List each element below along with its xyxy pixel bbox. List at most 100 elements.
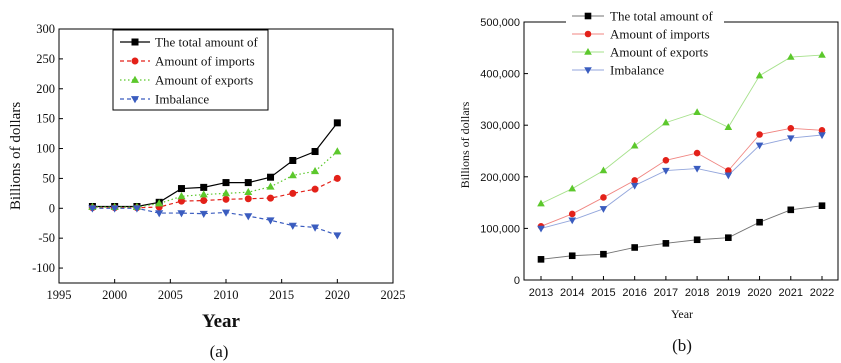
chart-a-y-tick-label: -50 [38,231,55,245]
chart-b-y-tick-label: 200,000 [480,172,520,184]
chart-b-x-tick-label: 2015 [591,287,615,299]
chart-b-point-imbalance [537,225,545,233]
chart-b-x-tick-label: 2014 [560,287,584,299]
chart-a-point-amount-of-imports [200,197,208,205]
chart-b-point-the-total-amount-of [631,244,638,251]
chart-a-point-amount-of-imports [289,189,297,197]
chart-a-point-imbalance [177,210,186,218]
chart-b-line-amount-of-exports [540,54,823,205]
chart-a-legend-marker-imbalance [130,96,140,104]
chart-b-x-tick-label: 2021 [779,287,803,299]
chart-a-point-amount-of-exports [333,147,342,155]
chart-b-point-amount-of-exports [630,141,639,149]
chart-b-legend-label: Amount of exports [610,45,708,60]
chart-a-legend-marker-the-total-amount-of [131,38,139,46]
chart-a-point-amount-of-exports [311,166,320,175]
chart-a-legend-box [112,29,269,111]
chart-a-point-amount-of-imports [333,174,341,182]
chart-b-point-imbalance [662,167,670,175]
chart-b-point-the-total-amount-of [725,234,732,241]
chart-a-point-amount-of-exports [266,182,275,190]
chart-b-point-the-total-amount-of [693,236,701,244]
chart-b-point-the-total-amount-of [756,218,763,226]
chart-a-point-imbalance [221,209,231,217]
chart-a-line-amount-of-exports [92,151,338,208]
chart-a-x-tick-label: 1995 [47,288,72,302]
chart-b-point-amount-of-exports [755,71,764,79]
chart-a-line-the-total-amount-of [92,122,338,208]
chart-a-y-tick-label: 200 [36,82,55,96]
chart-a-x-tick-label: 2020 [325,288,350,302]
chart-b-x-tick-label: 2022 [810,287,834,299]
chart-b-point-amount-of-imports [787,124,795,132]
chart-b-point-the-total-amount-of [787,206,795,214]
chart-b-point-the-total-amount-of [600,250,607,258]
chart-a-point-amount-of-imports [267,194,275,202]
chart-b-point-the-total-amount-of [537,256,545,263]
chart-a-point-amount-of-exports [288,171,297,179]
chart-b-point-imbalance [818,132,826,140]
chart-a-point-imbalance [266,217,275,225]
chart-b-legend-marker-imbalance [584,67,592,75]
chart-b-y-axis: 0 100,000 200,000 300,000 400,000 500,000 [480,17,528,287]
chart-a-point-the-total-amount-of [177,185,185,193]
chart-a: -100 -50 0 50 100 150 200 250 300 1995 2000 2005 20… [8,22,406,361]
chart-a-x-tick-label: 2000 [102,288,127,302]
chart-a-legend-label: Amount of imports [155,54,255,69]
chart-b-point-imbalance [724,172,733,180]
chart-a-point-the-total-amount-of [200,183,208,191]
chart-a-point-imbalance [110,205,119,213]
chart-b-point-imbalance [599,206,608,213]
chart-a-point-amount-of-exports [221,189,231,197]
chart-b-point-imbalance [786,135,795,143]
chart-a-legend-marker-amount-of-exports [130,75,140,83]
chart-a-x-axis: 1995 2000 2005 2010 2015 2020 2025 [47,279,406,302]
chart-b-series-group [537,50,826,263]
chart-a-legend-marker-amount-of-imports [131,57,139,65]
chart-a-legend-label: The total amount of [155,35,259,50]
chart-b-point-amount-of-exports [724,123,733,130]
chart-b-legend: The total amount of Amount of imports Amou… [566,8,724,80]
chart-a-y-tick-label: 250 [36,52,55,66]
chart-b-point-amount-of-exports [568,184,577,192]
chart-a-point-imbalance [132,205,141,213]
chart-a-ylabel: Billions of dollars [8,102,24,210]
chart-b-point-amount-of-exports [537,199,545,207]
chart-a-point-amount-of-exports [244,187,253,196]
chart-a-point-the-total-amount-of [222,179,230,187]
chart-b-point-the-total-amount-of [818,202,826,209]
chart-b-x-tick-label: 2018 [685,287,709,299]
chart-b-x-tick-label: 2020 [747,287,771,299]
chart-a-y-tick-label: 50 [43,171,56,185]
chart-a-point-amount-of-imports [311,185,319,193]
chart-a-point-imbalance [288,222,297,230]
chart-b-point-amount-of-imports [756,131,763,138]
chart-a-x-tick-label: 2005 [158,288,183,302]
chart-a-x-tick-label: 2015 [269,288,294,302]
chart-b-y-tick-label: 0 [514,275,520,287]
chart-b-point-amount-of-exports [693,108,701,115]
chart-b-legend-marker-amount-of-imports [584,30,592,38]
chart-b-line-the-total-amount-of [540,205,823,260]
chart-a-y-tick-label: 300 [36,22,55,36]
chart-b-point-amount-of-exports [599,166,608,174]
chart-b-y-tick-label: 100,000 [480,223,520,235]
chart-a-point-the-total-amount-of [333,119,341,127]
chart-b-y-tick-label: 500,000 [480,17,520,29]
chart-a-point-the-total-amount-of [311,148,319,156]
chart-b-x-tick-label: 2019 [716,287,740,299]
chart-a-y-tick-label: -100 [32,261,55,275]
chart-b-point-amount-of-imports [600,194,607,201]
chart-a-line-amount-of-imports [92,177,338,209]
chart-a-y-axis: -100 -50 0 50 100 150 200 250 300 [32,22,63,275]
chart-a-point-imbalance [88,205,97,213]
chart-a-point-imbalance [199,210,208,218]
chart-b-point-imbalance [630,182,639,190]
chart-a-point-amount-of-exports [177,192,186,200]
chart-a-point-the-total-amount-of [244,179,252,187]
chart-b-point-the-total-amount-of [568,252,576,260]
chart-a-legend: The total amount of Amount of imports Amou… [112,29,269,111]
chart-b-ylabel: Billions of dollars [458,101,472,188]
chart-b-x-tick-label: 2013 [529,287,553,299]
